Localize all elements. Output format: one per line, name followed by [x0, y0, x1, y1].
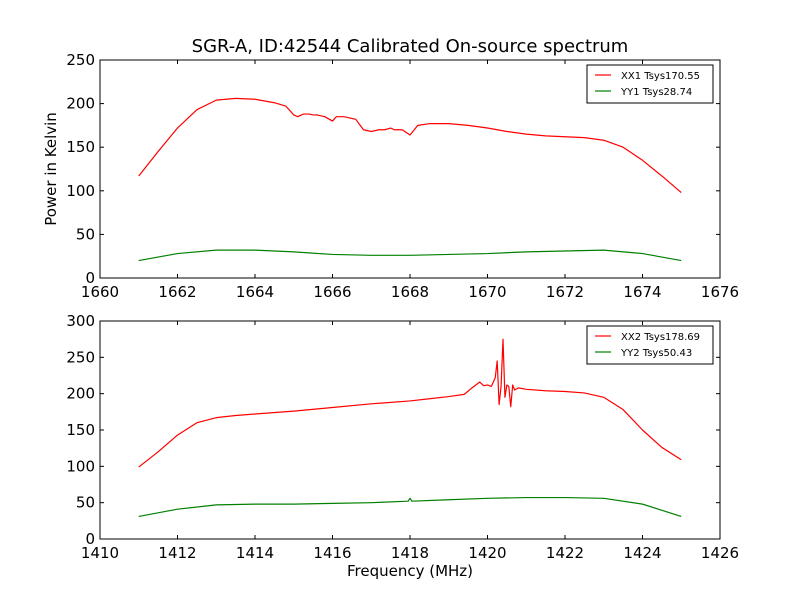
x-tick-label: 1668	[391, 283, 429, 301]
legend-box	[586, 64, 714, 104]
legend-label: XX2 Tsys178.69	[621, 332, 700, 343]
y-tick-label: 0	[85, 269, 95, 287]
figure-title: SGR-A, ID:42544 Calibrated On-source spe…	[192, 36, 629, 57]
x-tick-label: 1426	[701, 544, 739, 562]
series-line-yy	[138, 249, 682, 262]
legend-label: YY2 Tsys50.43	[620, 348, 692, 359]
y-tick-label: 250	[66, 348, 95, 366]
x-tick-label: 1660	[81, 283, 119, 301]
bottom-panel: 1410 1412 1414 1416 1418 1420 1422 1424 1426 0 50 1…	[66, 312, 739, 580]
x-tick-label: 1416	[313, 544, 351, 562]
y-axis-title: Power in Kelvin	[42, 112, 60, 226]
x-tick-label: 1674	[623, 283, 661, 301]
x-tick-label: 1410	[81, 544, 119, 562]
series-line-xx	[138, 338, 682, 468]
x-tick-label: 1666	[313, 283, 351, 301]
x-tick-label: 1664	[236, 283, 274, 301]
x-axis-title: Frequency (MHz)	[347, 562, 473, 580]
legend: XX2 Tsys178.69 YY2 Tsys50.43	[586, 325, 714, 365]
x-tick-label: 1418	[391, 544, 429, 562]
x-tick-label: 1414	[236, 544, 274, 562]
x-tick-label: 1676	[701, 283, 739, 301]
y-tick-label: 300	[66, 312, 95, 330]
x-tick-label: 1662	[158, 283, 196, 301]
y-tick-label: 150	[66, 138, 95, 156]
legend: XX1 Tsys170.55 YY1 Tsys28.74	[586, 64, 714, 104]
y-tick-label: 50	[76, 225, 95, 243]
legend-box	[586, 325, 714, 365]
x-tick-label: 1424	[623, 544, 661, 562]
top-panel: 1660 1662 1664 1666 1668 1670 1672 1674 1676 0 50 1…	[42, 51, 739, 301]
legend-label: XX1 Tsys170.55	[621, 71, 700, 82]
legend-label: YY1 Tsys28.74	[620, 87, 692, 98]
y-tick-label: 200	[66, 385, 95, 403]
x-tick-label: 1670	[468, 283, 506, 301]
x-tick-label: 1420	[468, 544, 506, 562]
x-tick-label: 1412	[158, 544, 196, 562]
y-tick-label: 200	[66, 95, 95, 113]
series-line-yy	[138, 496, 682, 518]
series-line-xx	[138, 97, 682, 193]
y-tick-label: 250	[66, 51, 95, 69]
y-tick-label: 50	[76, 494, 95, 512]
y-tick-label: 0	[85, 530, 95, 548]
x-tick-label: 1672	[546, 283, 584, 301]
y-tick-label: 150	[66, 421, 95, 439]
y-tick-label: 100	[66, 457, 95, 475]
y-tick-label: 100	[66, 182, 95, 200]
x-tick-label: 1422	[546, 544, 584, 562]
